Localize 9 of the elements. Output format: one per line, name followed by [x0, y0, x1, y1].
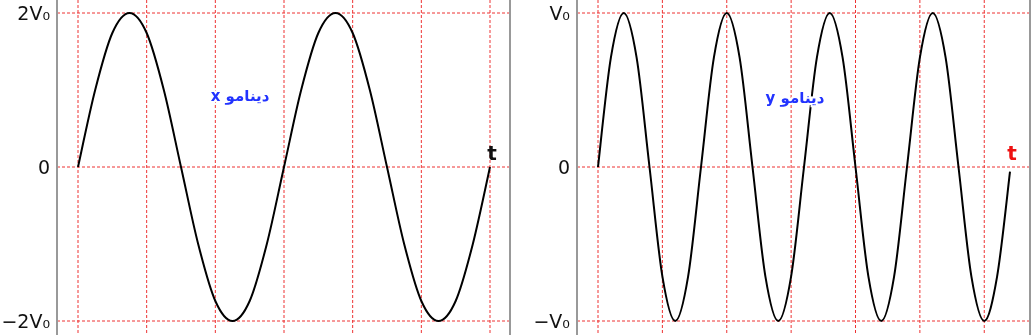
- x-axis-title: t: [487, 141, 498, 165]
- annotation: دينامو x: [210, 87, 270, 105]
- text: V₀: [549, 2, 570, 24]
- x-axis-title: t: [1007, 141, 1018, 165]
- text: −2V₀: [1, 310, 50, 332]
- text: 0: [37, 156, 50, 178]
- text: 2V₀: [17, 2, 50, 24]
- text: 0: [557, 156, 570, 178]
- text: −V₀: [533, 310, 570, 332]
